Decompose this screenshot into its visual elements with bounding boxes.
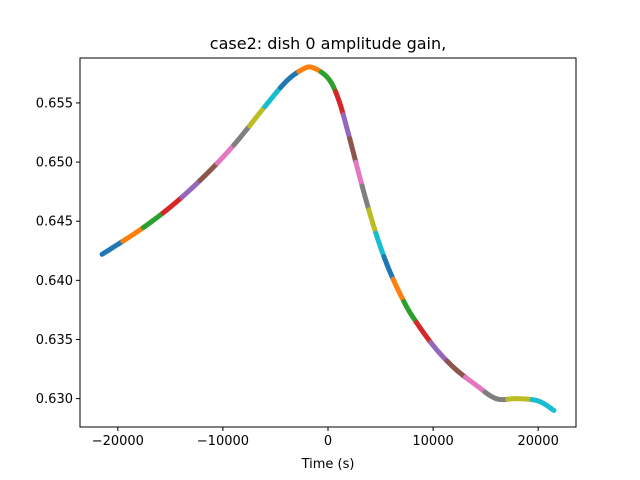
series-segment <box>347 136 359 165</box>
series-segment <box>381 254 396 282</box>
chart-title: case2: dish 0 amplitude gain, <box>210 34 446 53</box>
series-segment <box>160 194 185 216</box>
series-segment <box>99 238 126 257</box>
series-segment <box>247 104 268 129</box>
series-segment <box>390 276 407 304</box>
series-segment <box>401 298 419 326</box>
plot-area <box>99 64 557 413</box>
x-tick-label: −10000 <box>197 434 249 449</box>
x-tick-label: 20000 <box>517 434 558 449</box>
series-segment <box>120 225 146 244</box>
series-segment <box>318 69 338 94</box>
series-segment <box>231 123 253 148</box>
x-tick-label: 0 <box>324 434 332 449</box>
series-segment <box>373 230 387 260</box>
series-segment <box>428 340 450 364</box>
series-segment <box>505 396 535 403</box>
y-tick-label: 0.630 <box>36 392 73 407</box>
series-segment <box>140 210 166 231</box>
axes-frame <box>79 57 577 428</box>
y-tick-label: 0.645 <box>36 215 73 230</box>
series-segment <box>462 374 488 395</box>
series-segment <box>214 142 237 166</box>
y-tick-label: 0.635 <box>36 333 73 348</box>
series-segment <box>332 88 346 118</box>
series-segment <box>529 397 557 413</box>
series-segment <box>197 160 220 183</box>
series-segment <box>262 85 283 110</box>
series-segment <box>359 183 372 213</box>
y-axis: 0.630 0.635 0.640 0.645 0.650 0.655 <box>36 96 80 407</box>
series-segment <box>296 64 324 75</box>
series-segment <box>414 320 434 346</box>
x-tick-label: −20000 <box>92 434 144 449</box>
y-tick-label: 0.640 <box>36 274 73 289</box>
x-axis-label: Time (s) <box>301 457 355 472</box>
x-axis: −20000 −10000 0 10000 20000 <box>92 427 559 449</box>
y-tick-label: 0.650 <box>36 156 73 171</box>
series-segment <box>179 177 203 200</box>
series-segment <box>366 207 379 236</box>
series-segment <box>444 358 468 380</box>
series-segment <box>482 389 511 403</box>
x-tick-label: 10000 <box>412 434 453 449</box>
y-tick-label: 0.655 <box>36 96 73 111</box>
series-segment <box>277 68 302 91</box>
series-segment <box>340 112 353 142</box>
